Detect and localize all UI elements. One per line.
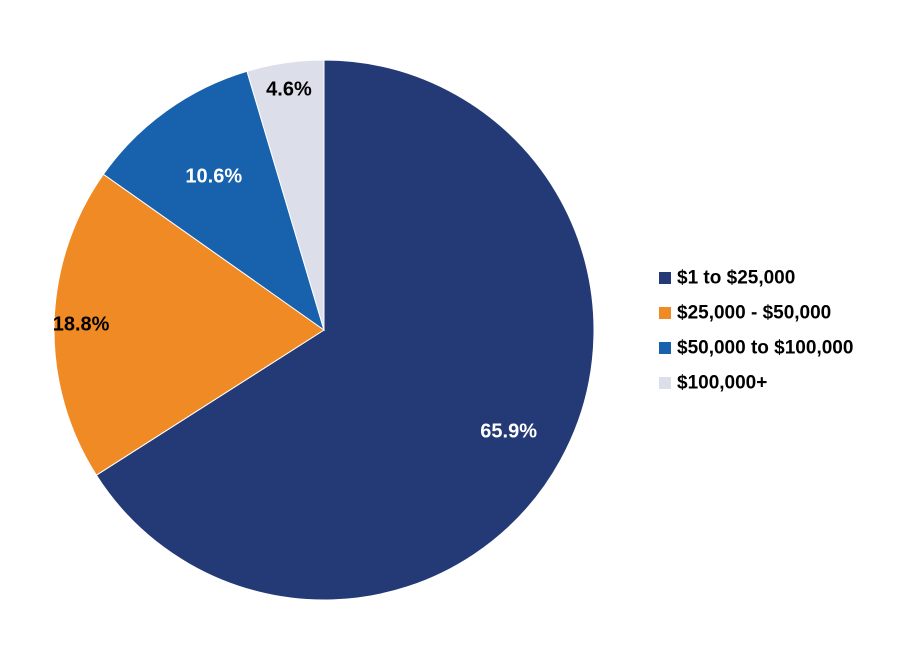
legend-swatch (659, 272, 671, 284)
slice-value-label: 18.8% (53, 313, 110, 335)
slice-value-label: 10.6% (185, 165, 242, 187)
pie-slice (95, 59, 595, 601)
pie-slice (53, 173, 325, 476)
slice-value-label: 65.9% (480, 420, 537, 442)
legend-label: $1 to $25,000 (677, 268, 795, 289)
pie-slice (246, 59, 325, 331)
legend-label: $25,000 - $50,000 (677, 303, 831, 324)
legend-swatch (659, 307, 671, 319)
legend: $1 to $25,000 $25,000 - $50,000 $50,000 to… (659, 268, 853, 394)
legend-label: $50,000 to $100,000 (677, 338, 853, 359)
legend-label: $100,000+ (677, 373, 767, 394)
pie-slices (53, 59, 595, 601)
slice-value-label: 4.6% (266, 79, 312, 101)
pie-slice-labels: 65.9% 18.8% 10.6% 4.6% (53, 79, 538, 443)
legend-swatch (659, 342, 671, 354)
pie-slice (102, 70, 325, 332)
legend-swatch (659, 377, 671, 389)
